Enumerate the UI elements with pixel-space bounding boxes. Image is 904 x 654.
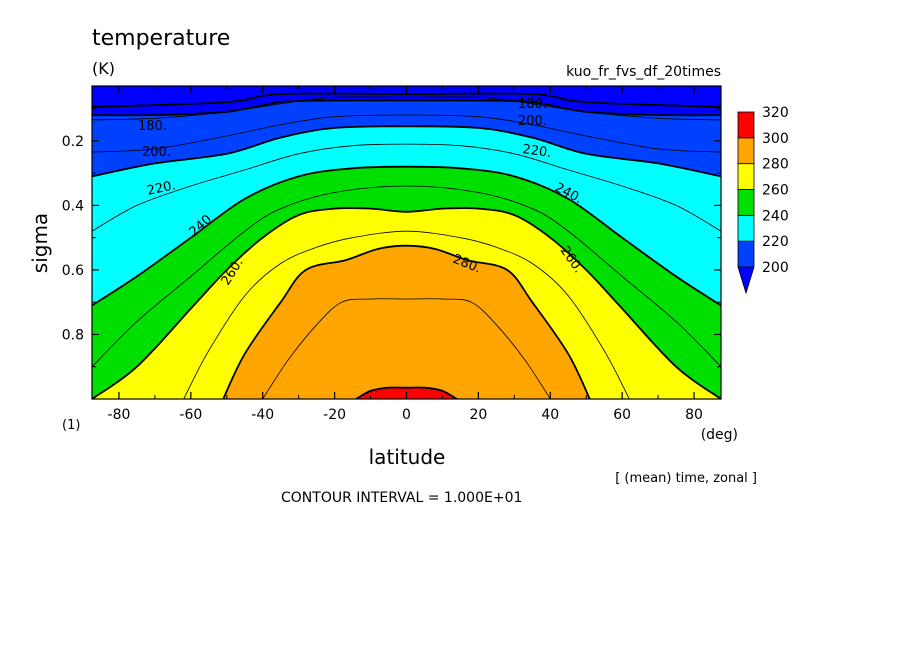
colorbar-segment-200 (737, 240, 755, 268)
y-axis: 0.2 0.4 0.6 0.8 (62, 108, 721, 368)
x-tick-label: -40 (251, 407, 274, 423)
y-tick-label: 0.6 (62, 263, 84, 279)
y-tick-label: 0.2 (62, 134, 84, 150)
x-axis-units: (deg) (701, 427, 738, 443)
contour-line-230 (92, 143, 721, 232)
operations-note: [ (mean) time, zonal ] (615, 471, 757, 486)
chart-title: temperature (92, 26, 230, 51)
colorbar-label: 260 (762, 183, 789, 199)
contour-label-220-left: 220. (146, 178, 177, 199)
x-tick-label: 40 (541, 407, 559, 423)
contour-line-290 (262, 298, 551, 399)
contour-label-180-right: 180. (518, 97, 547, 112)
colorbar-segment-300 (737, 111, 755, 139)
plot-area (92, 86, 721, 399)
colorbar: 200 220 240 260 280 300 320 (737, 105, 789, 295)
contour-label-220-right: 220. (521, 142, 552, 161)
colorbar-label: 300 (762, 131, 789, 147)
y-axis-label: sigma (28, 213, 52, 273)
x-tick-label: -60 (179, 407, 202, 423)
contour-line-280 (222, 244, 591, 399)
contour-line-260 (92, 207, 721, 399)
y-tick-label: 0.8 (62, 327, 84, 343)
colorbar-label: 200 (762, 260, 789, 276)
units-label: (K) (92, 59, 115, 78)
contour-label-180-left: 180. (138, 119, 167, 134)
colorbar-segment-280 (737, 137, 755, 165)
contour-line-180 (92, 92, 721, 108)
x-tick-label: 0 (402, 407, 411, 423)
contour-label-200-right: 200. (518, 114, 547, 129)
colorbar-label: 320 (762, 105, 789, 121)
contour-line-300 (355, 386, 458, 399)
colorbar-below-arrow (737, 266, 755, 295)
colorbar-segment-260 (737, 163, 755, 190)
y-tick-label: 0.4 (62, 198, 84, 214)
x-tick-label: 60 (613, 407, 631, 423)
contour-line-210 (92, 114, 721, 153)
contour-label-200-left: 200. (142, 145, 171, 160)
contour-line-200 (92, 99, 721, 117)
contour-line-240 (92, 165, 721, 307)
colorbar-segment-220 (737, 214, 755, 242)
subtitle: kuo_fr_fvs_df_20times (566, 64, 721, 80)
contour-line-190 (92, 96, 721, 121)
x-tick-label: 80 (685, 407, 703, 423)
colorbar-label: 280 (762, 157, 789, 173)
band-280 (223, 245, 590, 399)
colorbar-label: 240 (762, 208, 789, 224)
contour-line-220 (92, 125, 721, 178)
contour-line-270 (183, 230, 630, 399)
x-tick-label: -20 (323, 407, 346, 423)
x-axis: -80 -60 -40 -20 0 20 40 60 80 (108, 86, 703, 423)
x-tick-label: -80 (108, 407, 131, 423)
contour-interval-note: CONTOUR INTERVAL = 1.000E+01 (281, 490, 522, 506)
colorbar-label: 220 (762, 234, 789, 250)
x-axis-label: latitude (369, 445, 446, 469)
contour-line-250 (92, 185, 721, 367)
y-axis-units: (1) (62, 418, 80, 433)
x-tick-label: 20 (469, 407, 487, 423)
colorbar-segment-240 (737, 189, 755, 216)
